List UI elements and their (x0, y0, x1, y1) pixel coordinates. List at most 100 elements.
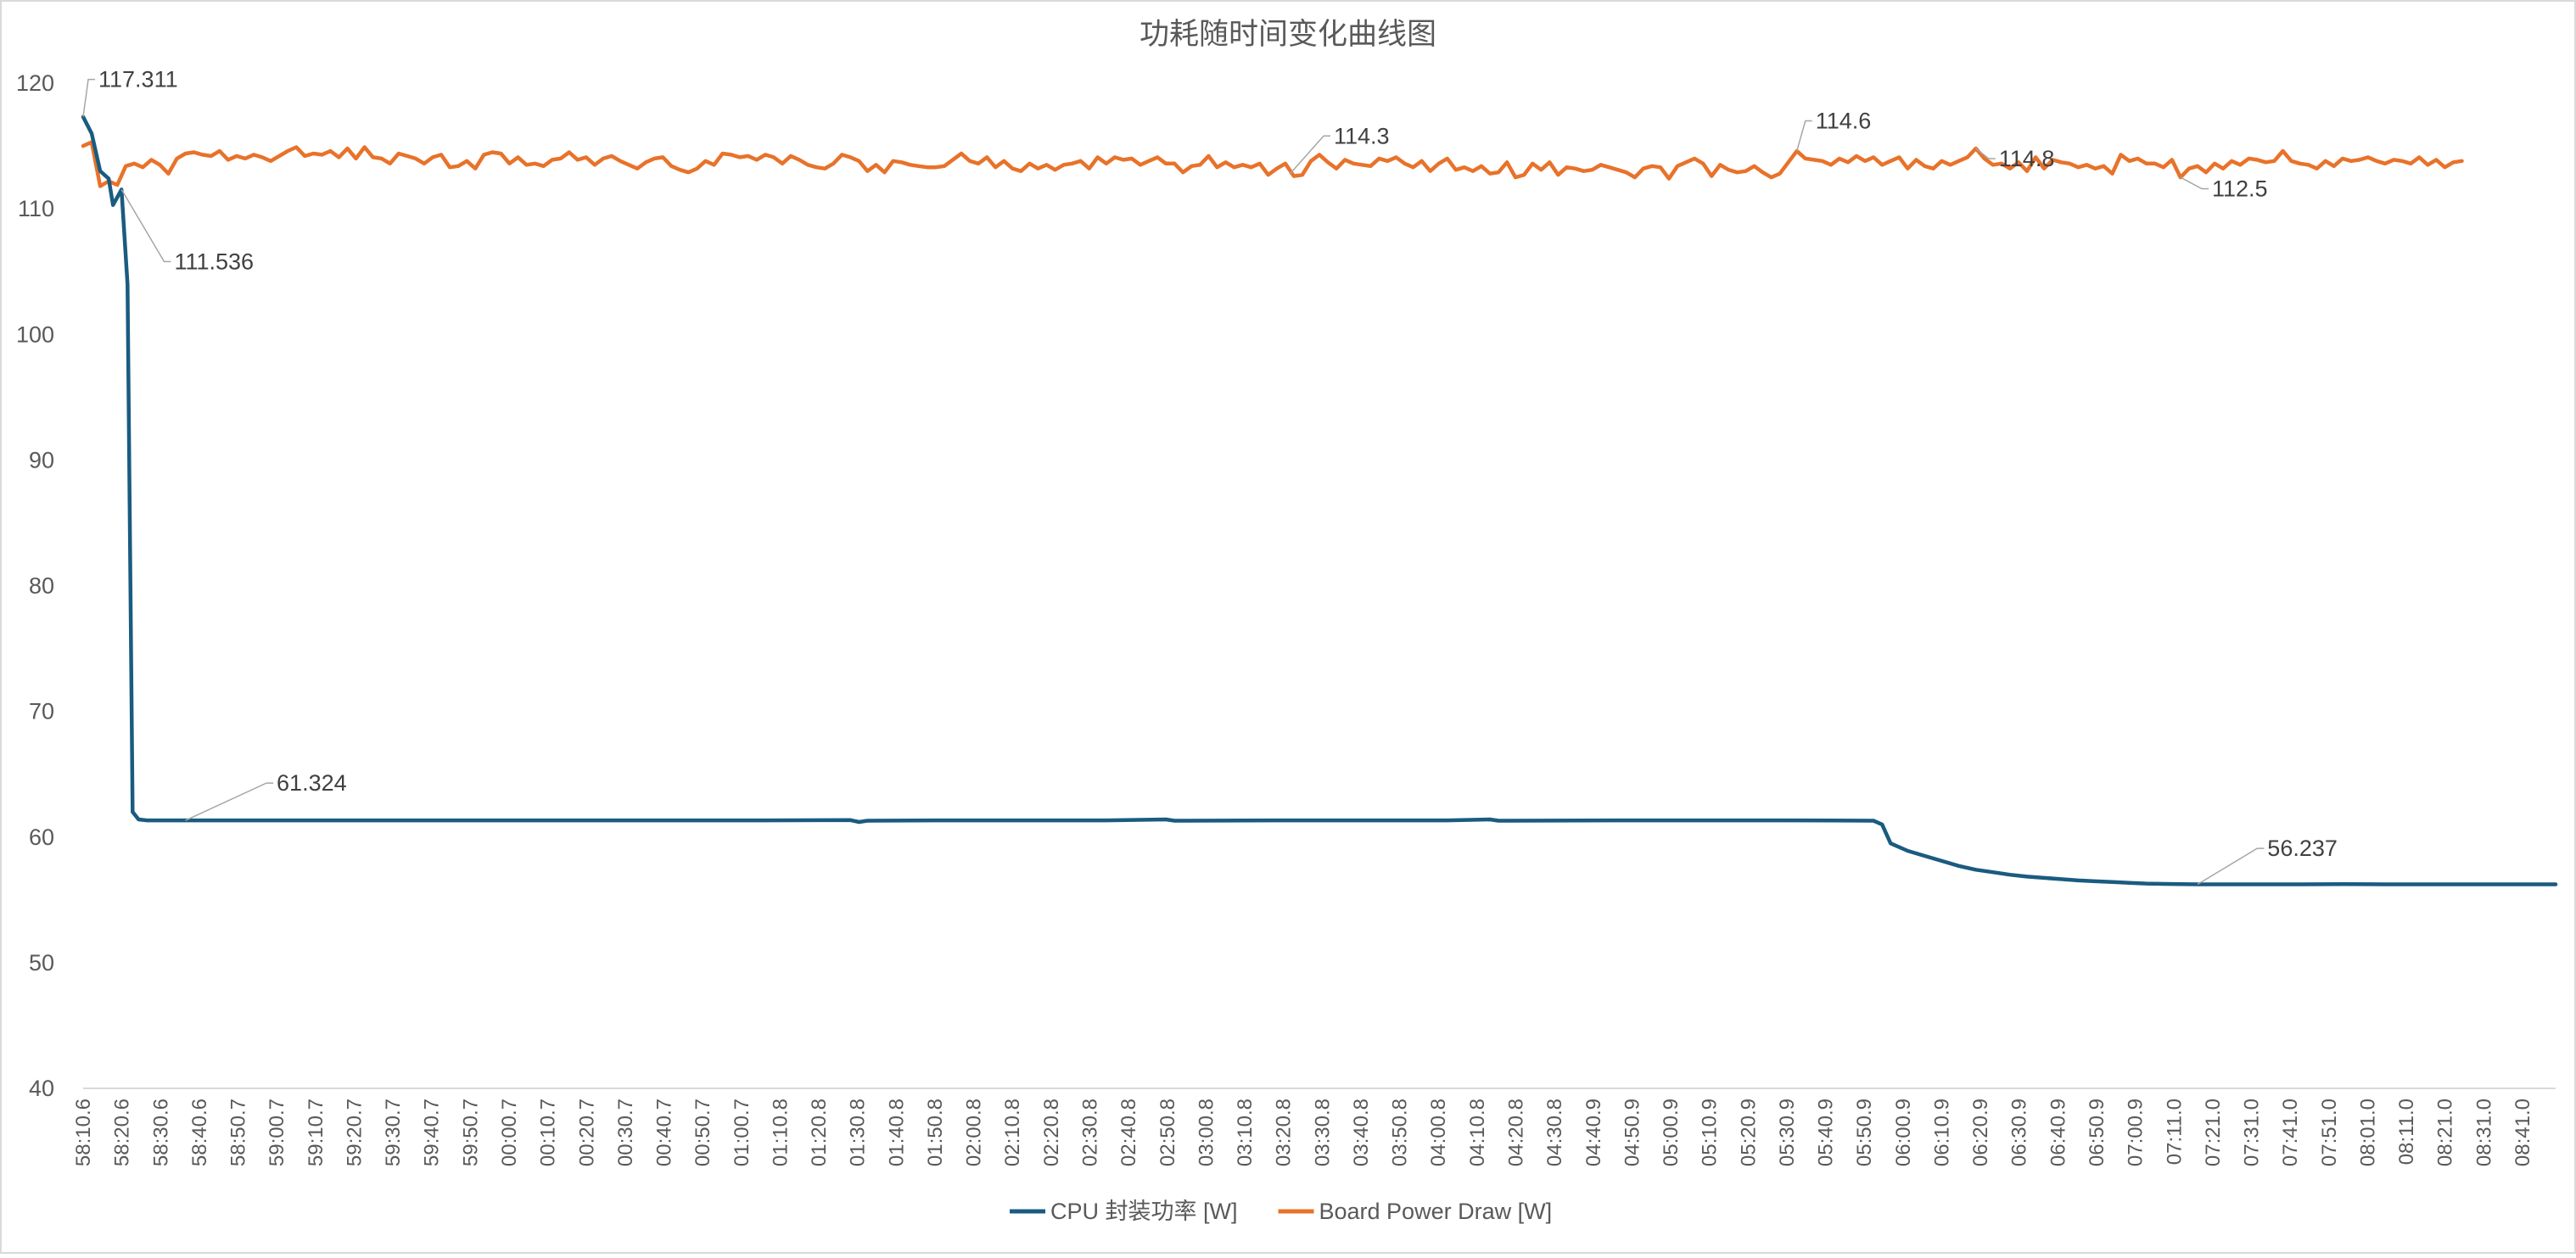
chart-title: 功耗随时间变化曲线图 (1140, 18, 1436, 51)
x-tick-label: 05:30.9 (1776, 1099, 1799, 1166)
x-tick-label: 01:20.8 (808, 1099, 831, 1166)
x-tick: 06:50.9 (2086, 1099, 2108, 1166)
y-tick-label: 120 (16, 70, 54, 96)
x-tick-label: 59:20.7 (343, 1099, 366, 1166)
x-tick-label: 04:20.8 (1504, 1099, 1527, 1166)
x-tick-label: 07:00.9 (2125, 1099, 2148, 1166)
x-tick-label: 02:00.8 (963, 1099, 986, 1166)
x-tick: 01:30.8 (847, 1099, 870, 1166)
x-tick-label: 05:20.9 (1737, 1099, 1760, 1166)
annotation-leader (2180, 176, 2209, 190)
x-tick-label: 05:10.9 (1699, 1099, 1722, 1166)
x-tick-label: 01:30.8 (847, 1099, 870, 1166)
x-tick: 58:40.6 (188, 1099, 211, 1166)
x-tick-label: 02:20.8 (1040, 1099, 1063, 1166)
x-tick: 06:10.9 (1930, 1099, 1953, 1166)
x-tick-label: 07:21.0 (2202, 1099, 2225, 1166)
x-tick-label: 05:00.9 (1660, 1099, 1683, 1166)
y-tick-label: 40 (29, 1076, 54, 1101)
x-tick-label: 07:51.0 (2318, 1099, 2341, 1166)
x-tick: 04:00.8 (1427, 1099, 1450, 1166)
x-tick: 05:00.9 (1660, 1099, 1683, 1166)
x-tick-label: 08:41.0 (2512, 1099, 2534, 1166)
x-tick: 00:30.7 (614, 1099, 637, 1166)
x-tick: 05:40.9 (1815, 1099, 1838, 1166)
x-tick-label: 08:21.0 (2434, 1099, 2457, 1166)
x-tick-label: 07:11.0 (2163, 1099, 2186, 1165)
x-tick: 00:50.7 (692, 1099, 714, 1166)
x-tick-label: 59:40.7 (421, 1099, 444, 1166)
annotation-leader (185, 782, 274, 821)
x-tick: 04:50.9 (1621, 1099, 1644, 1166)
x-tick: 08:41.0 (2512, 1099, 2534, 1166)
x-tick: 02:30.8 (1079, 1099, 1102, 1166)
x-tick: 04:40.9 (1582, 1099, 1605, 1166)
annotation-leader (2197, 847, 2265, 886)
x-tick-label: 06:10.9 (1930, 1099, 1953, 1166)
legend: CPU 封装功率 [W] Board Power Draw [W] (1010, 1199, 1552, 1224)
x-tick-label: 06:40.9 (2047, 1099, 2069, 1166)
x-tick-label: 05:40.9 (1815, 1099, 1838, 1166)
x-tick-label: 59:00.7 (266, 1099, 288, 1166)
annotation-leader (1975, 148, 1996, 159)
annotation-leader (82, 78, 96, 117)
x-tick: 58:20.6 (111, 1099, 134, 1166)
x-tick-label: 03:10.8 (1234, 1099, 1257, 1166)
x-tick-label: 58:50.7 (227, 1099, 250, 1166)
x-tick-label: 07:31.0 (2241, 1099, 2264, 1166)
x-tick: 00:00.7 (498, 1099, 521, 1166)
x-tick-label: 08:01.0 (2356, 1099, 2379, 1166)
x-tick: 08:31.0 (2472, 1099, 2495, 1166)
x-tick: 08:21.0 (2434, 1099, 2457, 1166)
x-tick: 02:20.8 (1040, 1099, 1063, 1166)
x-tick: 07:51.0 (2318, 1099, 2341, 1166)
x-tick: 01:10.8 (769, 1099, 792, 1166)
x-tick: 02:10.8 (1001, 1099, 1024, 1166)
x-tick: 58:30.6 (149, 1099, 172, 1166)
legend-item-0: CPU 封装功率 [W] (1010, 1199, 1238, 1224)
x-tick: 59:30.7 (382, 1099, 405, 1166)
data-label: 112.5 (2212, 176, 2268, 202)
x-tick-label: 58:10.6 (72, 1099, 95, 1166)
x-tick-label: 01:50.8 (924, 1099, 947, 1166)
x-tick: 58:10.6 (72, 1099, 95, 1166)
y-tick-label: 90 (29, 447, 54, 472)
x-tick-label: 01:40.8 (885, 1099, 908, 1166)
x-tick: 03:30.8 (1311, 1099, 1334, 1166)
data-label: 114.6 (1816, 109, 1872, 134)
x-tick-label: 04:00.8 (1427, 1099, 1450, 1166)
annotation-leader (1795, 120, 1812, 152)
x-tick-label: 03:20.8 (1273, 1099, 1296, 1166)
x-tick-label: 02:40.8 (1117, 1099, 1140, 1166)
x-tick-label: 58:40.6 (188, 1099, 211, 1166)
x-tick: 59:20.7 (343, 1099, 366, 1166)
x-axis: 58:10.6 58:20.6 58:30.6 58:40.6 58:50.7 59:00… (72, 1087, 2556, 1166)
x-tick: 01:40.8 (885, 1099, 908, 1166)
x-tick: 02:40.8 (1117, 1099, 1140, 1166)
y-tick-label: 60 (29, 825, 54, 850)
x-tick: 06:20.9 (1969, 1099, 1992, 1166)
x-tick-label: 00:00.7 (498, 1099, 521, 1166)
x-tick-label: 08:11.0 (2395, 1099, 2418, 1165)
y-tick-label: 80 (29, 573, 54, 599)
x-tick-label: 02:50.8 (1156, 1099, 1179, 1166)
series-layer (81, 115, 2558, 886)
x-tick: 03:00.8 (1195, 1099, 1218, 1166)
x-tick-label: 58:30.6 (149, 1099, 172, 1166)
x-tick: 00:40.7 (653, 1099, 676, 1166)
x-tick: 05:50.9 (1853, 1099, 1876, 1166)
annotation-leader (1289, 135, 1331, 175)
x-tick: 58:50.7 (227, 1099, 250, 1166)
x-tick: 01:00.7 (731, 1099, 753, 1166)
x-tick: 06:30.9 (2008, 1099, 2031, 1166)
x-tick: 04:10.8 (1466, 1099, 1489, 1166)
x-tick-label: 06:00.9 (1892, 1099, 1915, 1166)
x-tick-label: 00:10.7 (537, 1099, 560, 1166)
x-tick-label: 06:30.9 (2008, 1099, 2031, 1166)
x-tick-label: 00:50.7 (692, 1099, 714, 1166)
annotation-leader (120, 188, 171, 263)
x-tick: 03:50.8 (1389, 1099, 1412, 1166)
